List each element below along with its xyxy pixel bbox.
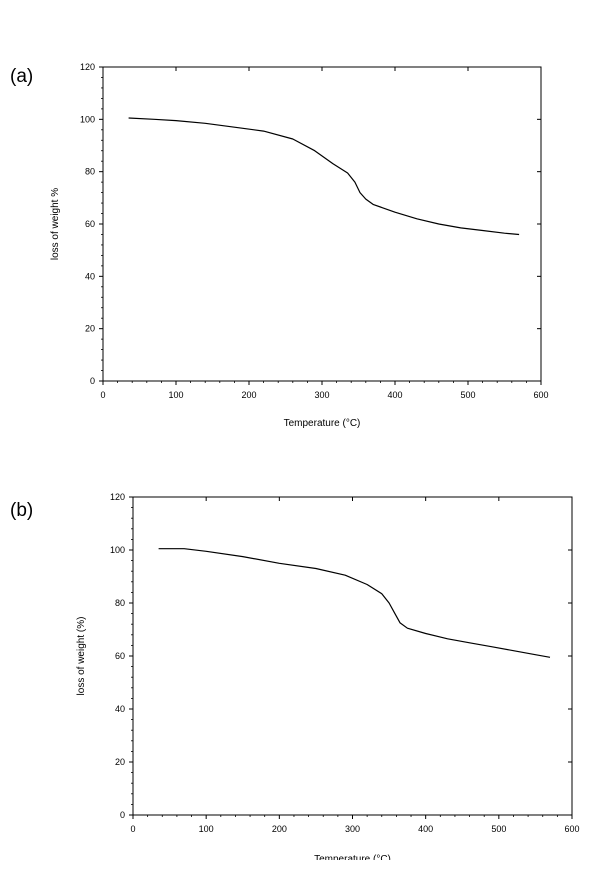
x-axis-label: Temperature (°C) [314, 854, 391, 860]
x-tick-label: 400 [418, 824, 433, 834]
y-tick-label: 60 [115, 651, 125, 661]
y-tick-label: 20 [115, 757, 125, 767]
x-tick-label: 100 [168, 390, 183, 400]
x-tick-label: 300 [314, 390, 329, 400]
x-tick-label: 500 [460, 390, 475, 400]
y-tick-label: 60 [85, 219, 95, 229]
x-tick-label: 300 [345, 824, 360, 834]
x-tick-label: 100 [199, 824, 214, 834]
series-line [158, 548, 551, 658]
x-tick-label: 600 [564, 824, 579, 834]
x-axis-label: Temperature (°C) [284, 418, 361, 429]
y-axis-label: loss of weight % [50, 188, 61, 260]
chart-b: 0 100 200 300 400 500 600 0 20 40 60 80 100 120 Temper… [76, 492, 580, 860]
y-tick-label: 120 [110, 492, 125, 502]
x-tick-label: 400 [387, 390, 402, 400]
y-tick-label: 20 [85, 324, 95, 334]
x-tick-label: 200 [241, 390, 256, 400]
y-tick-label: 80 [85, 167, 95, 177]
y-axis-label: loss of weight (%) [76, 617, 87, 696]
plot-frame [132, 496, 573, 816]
y-tick-label: 100 [80, 114, 95, 124]
panel-label-b: (b) [10, 500, 34, 521]
y-tick-label: 0 [120, 810, 125, 820]
y-tick-label: 120 [80, 62, 95, 72]
panel-label-a: (a) [10, 66, 34, 87]
series-line [128, 117, 520, 236]
x-tick-label: 0 [130, 824, 135, 834]
plot-frame [102, 66, 542, 382]
x-tick-label: 600 [533, 390, 548, 400]
x-tick-label: 0 [100, 390, 105, 400]
x-tick-label: 200 [272, 824, 287, 834]
y-tick-label: 40 [85, 271, 95, 281]
y-tick-label: 0 [90, 376, 95, 386]
y-tick-label: 100 [110, 545, 125, 555]
y-tick-label: 40 [115, 704, 125, 714]
chart-a: 0 100 200 300 400 500 600 0 20 40 60 80 100 120 Temper… [50, 62, 549, 429]
y-tick-label: 80 [115, 598, 125, 608]
x-tick-label: 500 [491, 824, 506, 834]
